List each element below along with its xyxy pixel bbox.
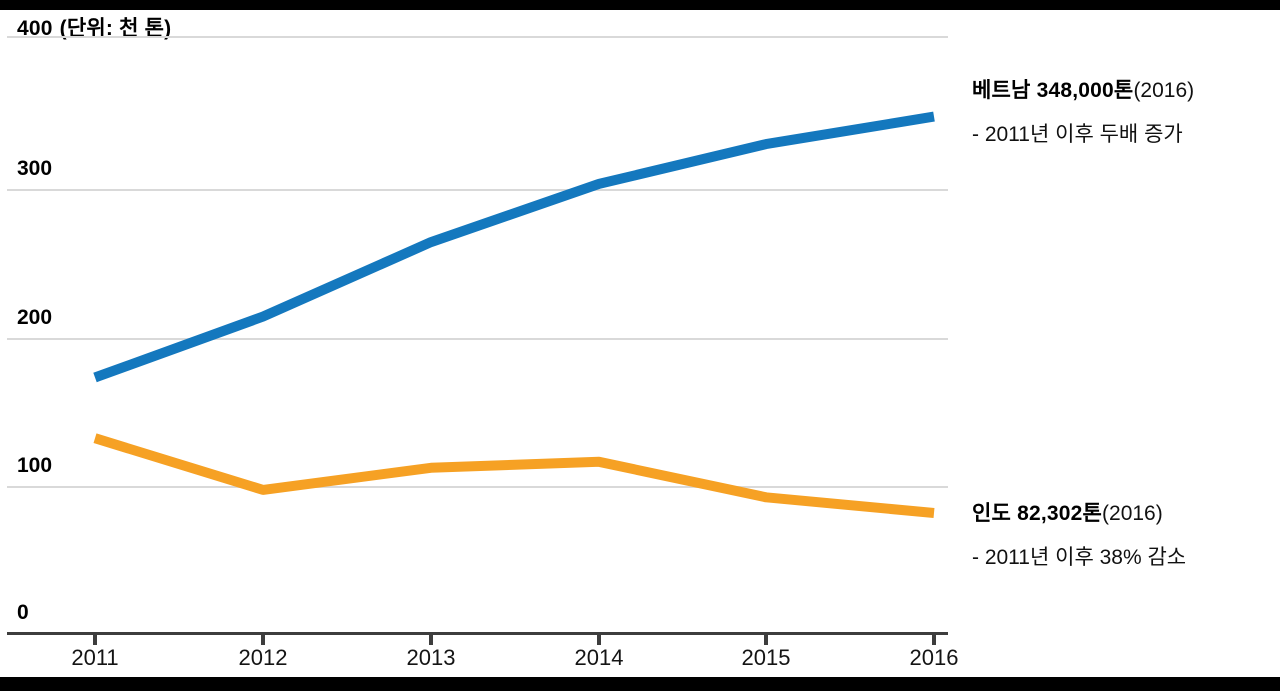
letterbox-top-bar	[0, 0, 1280, 10]
xtick-label-2011: 2011	[71, 645, 119, 670]
y-axis-top-label: 400 (단위: 천 톤)	[17, 12, 171, 42]
annotation-vietnam-value: 베트남 348,000톤	[972, 79, 1134, 102]
annotation-vietnam: 베트남 348,000톤(2016) - 2011년 이후 두배 증가	[972, 74, 1194, 148]
unit-label: (단위: 천 톤)	[59, 17, 172, 40]
ytick-label-0: 0	[17, 601, 29, 624]
annotation-vietnam-headline: 베트남 348,000톤(2016)	[972, 74, 1194, 104]
xtick-label-2013: 2013	[406, 645, 456, 670]
annotation-india-note: - 2011년 이후 38% 감소	[972, 546, 1187, 569]
annotation-vietnam-note: - 2011년 이후 두배 증가	[972, 123, 1183, 146]
annotation-india-value: 인도 82,302톤	[972, 502, 1103, 525]
annotation-india-headline: 인도 82,302톤(2016)	[972, 497, 1186, 527]
annotation-india: 인도 82,302톤(2016) - 2011년 이후 38% 감소	[972, 497, 1186, 571]
xtick-label-2016: 2016	[909, 645, 959, 670]
xtick-label-2015: 2015	[741, 645, 791, 670]
letterbox-bottom-bar	[0, 677, 1280, 691]
annotation-india-year: (2016)	[1102, 502, 1163, 525]
vietnam-line	[93, 111, 935, 383]
xtick-label-2014: 2014	[574, 645, 624, 670]
ytick-label-100: 100	[17, 454, 53, 477]
ytick-label-300: 300	[17, 157, 53, 180]
india-line	[93, 433, 935, 518]
ytick-label-200: 200	[17, 306, 53, 329]
xtick-label-2012: 2012	[238, 645, 288, 670]
annotation-vietnam-year: (2016)	[1133, 79, 1195, 102]
ytick-label-400: 400	[17, 17, 53, 40]
